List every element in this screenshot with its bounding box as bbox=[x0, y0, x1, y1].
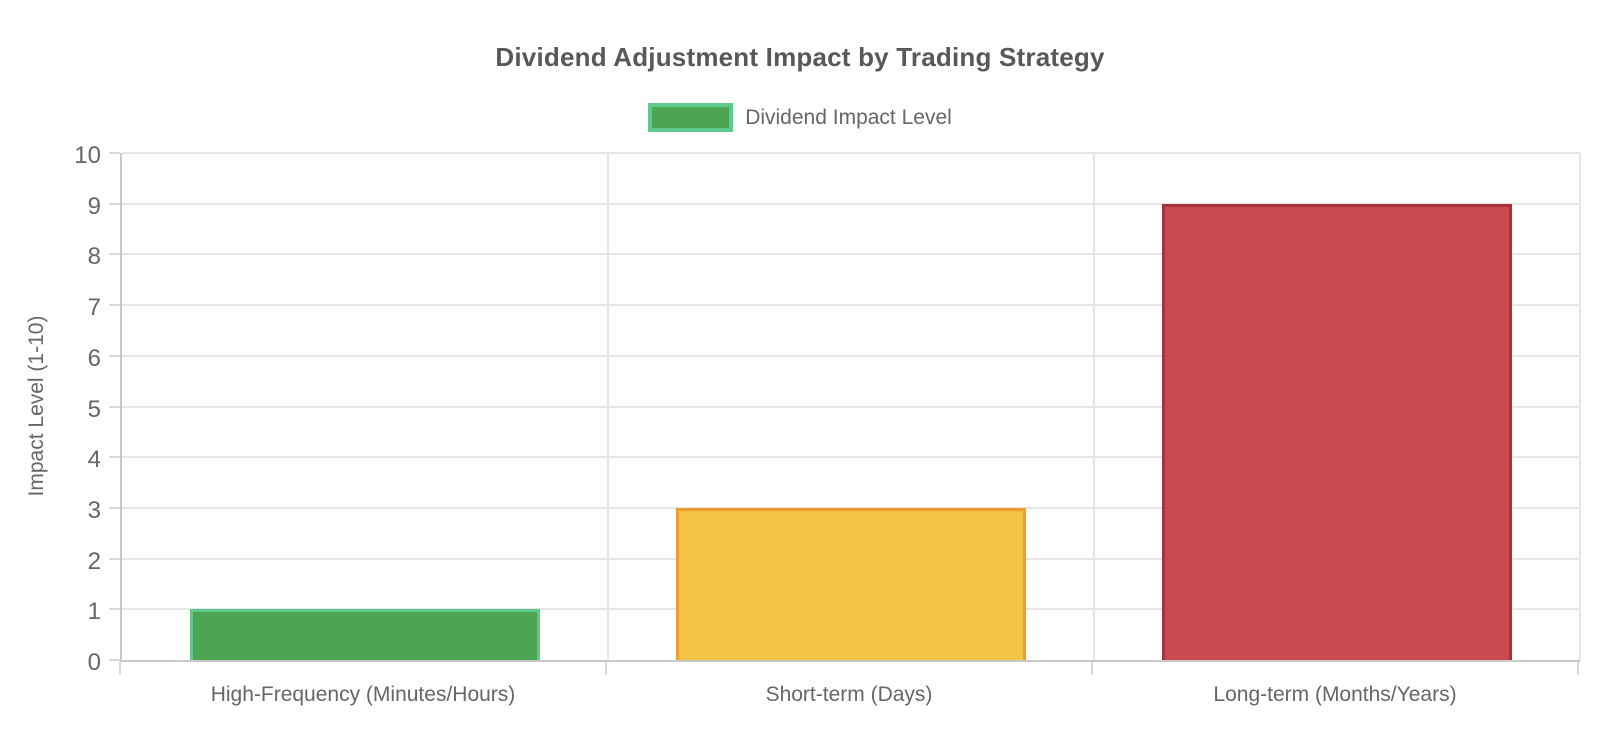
y-axis-tick bbox=[109, 304, 120, 307]
gridline-horizontal bbox=[122, 202, 1580, 205]
gridline-horizontal bbox=[122, 304, 1580, 307]
x-category-label: Long-term (Months/Years) bbox=[1213, 683, 1457, 706]
y-axis-tick bbox=[109, 354, 120, 357]
gridline-vertical bbox=[607, 153, 609, 660]
y-tick-label: 2 bbox=[87, 547, 101, 575]
y-tick-label: 10 bbox=[74, 142, 101, 169]
bar-high-frequency-minutes-hours[interactable] bbox=[190, 609, 540, 660]
y-tick-label: 6 bbox=[87, 344, 101, 372]
y-axis-tick bbox=[109, 405, 120, 408]
y-axis-tick bbox=[109, 253, 120, 256]
y-axis-tick bbox=[109, 557, 120, 560]
gridline-horizontal bbox=[122, 253, 1580, 256]
x-axis-tick bbox=[1091, 662, 1093, 675]
bar-long-term-months-years[interactable] bbox=[1162, 203, 1512, 660]
gridline-vertical bbox=[1093, 153, 1095, 660]
plot-area bbox=[120, 152, 1581, 662]
y-axis-tick bbox=[109, 659, 120, 661]
y-axis-tick bbox=[109, 456, 120, 459]
legend-item-dividend-impact-level[interactable]: Dividend Impact Level bbox=[648, 103, 952, 132]
x-axis-tick bbox=[119, 662, 121, 675]
legend: Dividend Impact Level bbox=[0, 103, 1600, 132]
legend-label: Dividend Impact Level bbox=[745, 105, 952, 129]
x-category-label: High-Frequency (Minutes/Hours) bbox=[210, 683, 516, 706]
y-axis-tick bbox=[109, 202, 120, 205]
gridline-horizontal bbox=[122, 456, 1580, 459]
bar-short-term-days[interactable] bbox=[676, 507, 1026, 660]
y-axis-tick bbox=[109, 608, 120, 611]
legend-swatch bbox=[648, 103, 734, 132]
y-tick-label: 8 bbox=[87, 243, 101, 271]
y-tick-label: 9 bbox=[87, 192, 101, 220]
y-tick-label: 0 bbox=[87, 649, 101, 676]
gridline-vertical bbox=[1579, 153, 1581, 660]
x-axis-tick bbox=[1577, 662, 1579, 675]
y-tick-label: 3 bbox=[87, 496, 101, 524]
y-axis-tick bbox=[109, 506, 120, 509]
chart-title: Dividend Adjustment Impact by Trading St… bbox=[495, 42, 1105, 72]
x-axis-tick bbox=[605, 662, 607, 675]
gridline-horizontal bbox=[122, 354, 1580, 357]
y-axis-tick bbox=[109, 152, 120, 154]
y-tick-label: 7 bbox=[87, 294, 101, 322]
y-tick-label: 5 bbox=[87, 395, 101, 423]
y-tick-label: 4 bbox=[87, 446, 101, 474]
gridline-horizontal bbox=[122, 405, 1580, 408]
y-tick-label: 1 bbox=[87, 598, 101, 626]
gridline-horizontal bbox=[122, 152, 1580, 154]
x-category-label: Short-term (Days) bbox=[765, 683, 933, 706]
